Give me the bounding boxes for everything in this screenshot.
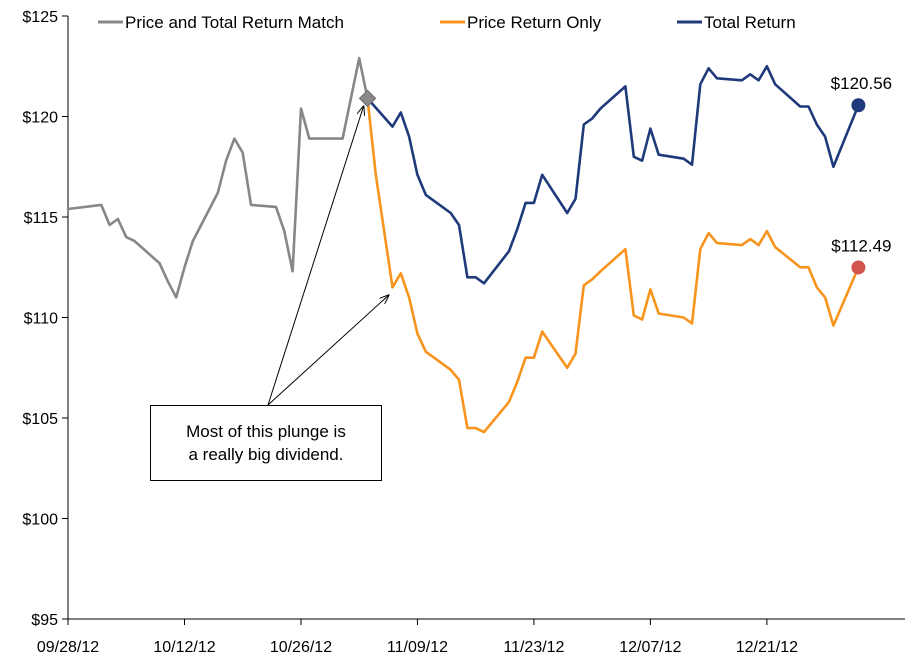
legend-label: Price and Total Return Match [125, 13, 344, 32]
tick-labels: $95 $100 $105 $110 $115 $120 $125 09/28/12 10/12… [22, 9, 798, 656]
end-value-label: $120.56 [831, 74, 892, 93]
x-tick-label: 12/07/12 [619, 639, 681, 656]
x-tick-label: 10/12/12 [153, 639, 215, 656]
y-tick-label: $115 [24, 210, 59, 227]
annotation-line-1: Most of this plunge is [186, 422, 346, 441]
legend: Price and Total Return Match Price Return… [98, 13, 796, 32]
y-tick-label: $105 [22, 411, 58, 428]
legend-label: Price Return Only [467, 13, 602, 32]
legend-label: Total Return [704, 13, 796, 32]
y-tick-label: $125 [22, 9, 58, 26]
x-tick-label: 12/21/12 [736, 639, 798, 656]
series-layer [66, 56, 860, 434]
end-point-marker [851, 260, 866, 275]
end-value-label: $112.49 [831, 236, 891, 255]
end-labels: $120.56 $112.49 [831, 74, 892, 255]
series-line-price-return-only [366, 97, 860, 434]
annotation-arrow-1 [267, 106, 364, 406]
x-tick-label: 11/09/12 [387, 639, 448, 656]
series-line-total-return [366, 65, 860, 285]
series-line-price-and-total-return-match [66, 56, 369, 299]
y-tick-label: $120 [22, 110, 58, 127]
y-tick-label: $110 [24, 311, 59, 328]
axes [62, 15, 905, 625]
x-tick-label: 11/23/12 [503, 639, 564, 656]
split-diamond-marker [358, 89, 377, 108]
y-tick-label: $100 [22, 512, 58, 529]
annotation-box: Most of this plunge is a really big divi… [150, 405, 382, 481]
x-tick-label: 10/26/12 [270, 639, 332, 656]
end-point-marker [851, 98, 866, 113]
y-tick-label: $95 [31, 612, 58, 629]
annotation-arrow-2 [267, 295, 388, 406]
x-tick-label: 09/28/12 [37, 639, 99, 656]
markers [358, 89, 866, 275]
annotation-line-2: a really big dividend. [188, 445, 344, 464]
annotation-arrows [267, 106, 388, 406]
